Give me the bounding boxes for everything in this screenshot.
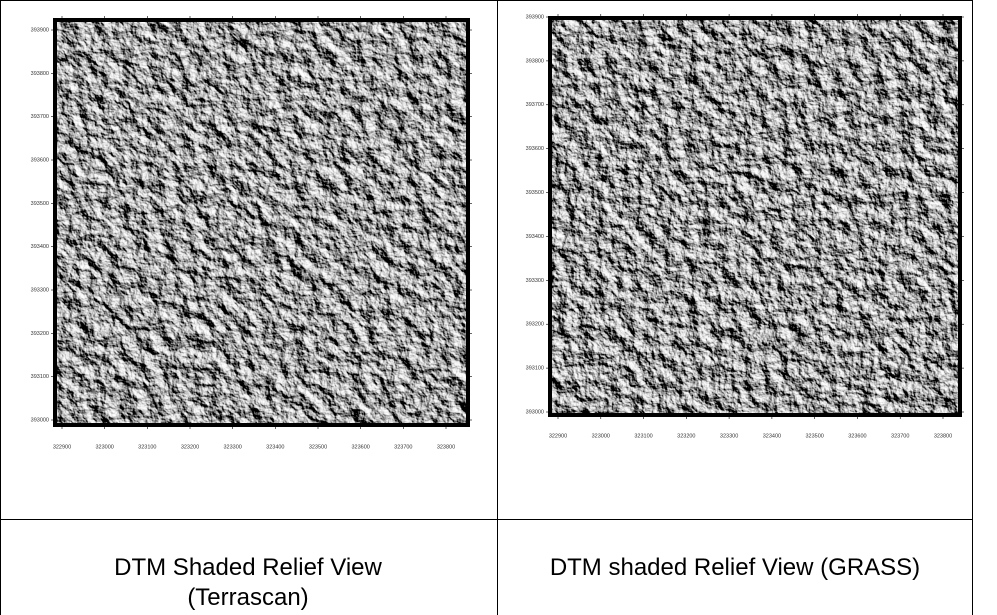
y-tick-label: 393400 (31, 244, 49, 250)
x-tick-label: 322900 (549, 433, 567, 439)
x-tick-label: 323000 (95, 444, 113, 450)
y-tick-label: 393500 (526, 190, 544, 196)
y-tick-label: 393300 (526, 278, 544, 284)
y-tick-label: 393800 (526, 58, 544, 64)
x-tick-label: 323600 (848, 433, 866, 439)
y-tick-label: 393200 (526, 322, 544, 328)
x-tick-label: 323100 (138, 444, 156, 450)
x-tick-label: 323700 (891, 433, 909, 439)
y-tick-label: 393900 (526, 14, 544, 20)
x-tick-label: 323700 (394, 444, 412, 450)
y-tick-label: 393100 (526, 366, 544, 372)
x-tick-label: 323400 (763, 433, 781, 439)
relief-image (55, 20, 468, 425)
y-tick-label: 393600 (31, 157, 49, 163)
y-tick-label: 393700 (31, 114, 49, 120)
map-frame (53, 18, 470, 427)
x-tick-label: 323200 (677, 433, 695, 439)
y-tick-label: 393000 (526, 409, 544, 415)
caption: DTM shaded Relief View (GRASS) (549, 554, 921, 581)
x-tick-label: 323000 (592, 433, 610, 439)
y-tick-label: 393600 (526, 146, 544, 152)
y-tick-label: 393300 (31, 287, 49, 293)
y-tick-label: 393900 (31, 27, 49, 33)
x-tick-label: 323600 (351, 444, 369, 450)
x-tick-label: 323800 (934, 433, 952, 439)
x-tick-label: 323800 (437, 444, 455, 450)
x-tick-label: 323500 (309, 444, 327, 450)
map-frame (548, 16, 962, 417)
x-tick-label: 323300 (223, 444, 241, 450)
x-tick-label: 323100 (634, 433, 652, 439)
y-tick-label: 393100 (31, 374, 49, 380)
y-tick-label: 393700 (526, 102, 544, 108)
x-tick-label: 323500 (805, 433, 823, 439)
table-borders (0, 0, 973, 615)
x-tick-label: 322900 (53, 444, 71, 450)
y-tick-label: 393400 (526, 234, 544, 240)
y-tick-label: 393000 (31, 417, 49, 423)
relief-image (550, 18, 960, 415)
caption: DTM Shaded Relief View (Terrascan) (114, 554, 382, 611)
y-tick-label: 393200 (31, 331, 49, 337)
y-tick-label: 393800 (31, 71, 49, 77)
x-tick-label: 323300 (720, 433, 738, 439)
y-tick-label: 393500 (31, 201, 49, 207)
x-tick-label: 323400 (266, 444, 284, 450)
x-tick-label: 323200 (181, 444, 199, 450)
